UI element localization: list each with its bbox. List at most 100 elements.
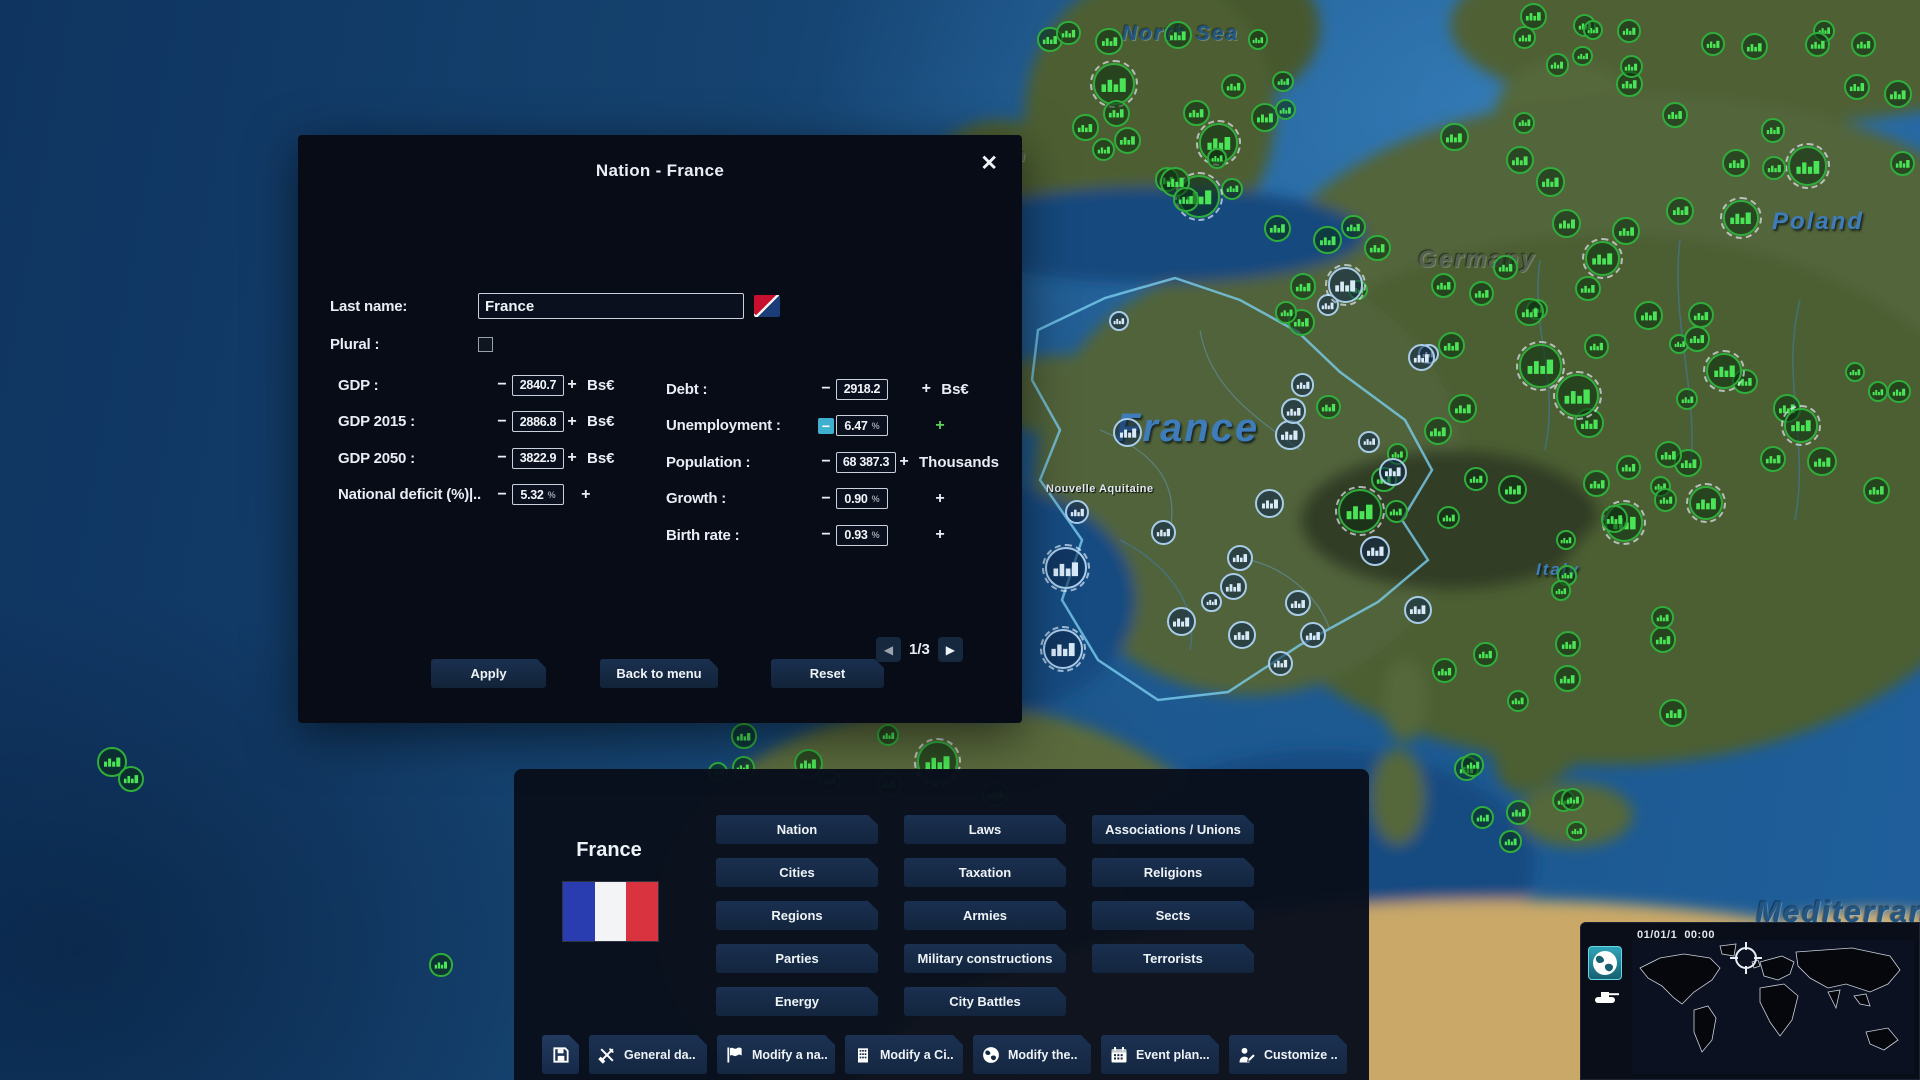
decrease-button[interactable]: − — [818, 417, 834, 434]
increase-button[interactable]: + — [896, 454, 912, 470]
city-icon[interactable] — [1616, 19, 1641, 43]
apply-button[interactable]: Apply — [431, 659, 546, 688]
city-icon[interactable] — [1280, 398, 1307, 424]
city-icon[interactable] — [1662, 101, 1689, 128]
city-icon[interactable] — [1255, 489, 1285, 519]
city-icon[interactable] — [1655, 440, 1683, 469]
city-icon[interactable] — [1290, 373, 1315, 398]
city-icon[interactable] — [1759, 445, 1787, 473]
city-icon[interactable] — [1166, 606, 1196, 636]
value-box[interactable]: 2840.7 — [512, 374, 564, 396]
value-box[interactable]: 2886.8 — [512, 411, 564, 433]
city-icon[interactable] — [1722, 149, 1751, 178]
increase-button[interactable]: + — [932, 490, 948, 507]
city-icon[interactable] — [1883, 79, 1913, 109]
city-icon[interactable] — [1363, 234, 1391, 262]
city-icon[interactable] — [1566, 820, 1587, 841]
city-icon[interactable] — [1221, 74, 1247, 100]
city-icon[interactable] — [1221, 177, 1244, 200]
city-icon[interactable] — [1867, 381, 1889, 402]
menu-button-cities[interactable]: Cities — [716, 858, 878, 887]
city-icon[interactable] — [1550, 580, 1572, 601]
city-icon[interactable] — [1182, 99, 1210, 127]
city-icon[interactable] — [1616, 454, 1642, 480]
city-icon[interactable] — [1341, 215, 1366, 240]
city-icon[interactable] — [1515, 297, 1544, 327]
city-icon[interactable] — [1553, 665, 1581, 693]
city-icon[interactable] — [1649, 626, 1677, 653]
decrease-button[interactable]: − — [494, 486, 510, 503]
menu-button-armies[interactable]: Armies — [904, 901, 1066, 930]
city-icon[interactable] — [1264, 214, 1292, 242]
city-icon[interactable] — [1506, 689, 1530, 713]
menu-button-city-battles[interactable]: City Battles — [904, 987, 1066, 1016]
menu-button-parties[interactable]: Parties — [716, 944, 878, 973]
increase-button[interactable]: + — [918, 381, 934, 397]
city-icon[interactable] — [1582, 19, 1604, 41]
city-icon[interactable] — [1300, 622, 1327, 649]
toolbar-button-customize[interactable]: Customize .. — [1229, 1035, 1347, 1074]
city-icon[interactable] — [1360, 535, 1391, 566]
prev-page-button[interactable]: ◀ — [876, 637, 901, 662]
city-icon[interactable] — [1272, 70, 1294, 93]
city-icon[interactable] — [1403, 595, 1432, 624]
city-icon[interactable] — [1535, 166, 1566, 197]
city-icon[interactable] — [1041, 544, 1091, 593]
reset-button[interactable]: Reset — [771, 659, 884, 688]
city-icon[interactable] — [1358, 430, 1380, 453]
city-icon[interactable] — [1095, 27, 1124, 56]
city-icon[interactable] — [1561, 788, 1585, 812]
city-icon[interactable] — [1513, 26, 1537, 50]
city-icon[interactable] — [1684, 325, 1711, 353]
menu-button-sects[interactable]: Sects — [1092, 901, 1254, 930]
city-icon[interactable] — [1499, 830, 1522, 853]
city-icon[interactable] — [1463, 466, 1488, 491]
city-icon[interactable] — [1439, 122, 1469, 152]
city-icon[interactable] — [1780, 405, 1822, 446]
city-icon[interactable] — [1150, 519, 1176, 545]
menu-button-terrorists[interactable]: Terrorists — [1092, 944, 1254, 973]
city-icon[interactable] — [1741, 33, 1768, 61]
city-icon[interactable] — [1324, 264, 1367, 306]
city-icon[interactable] — [1334, 486, 1386, 537]
city-icon[interactable] — [1089, 60, 1138, 109]
city-icon[interactable] — [1247, 29, 1268, 50]
city-icon[interactable] — [1437, 505, 1460, 529]
city-icon[interactable] — [1092, 137, 1116, 161]
decrease-button[interactable]: − — [494, 450, 510, 466]
city-icon[interactable] — [1163, 20, 1193, 50]
globe-mode-icon[interactable] — [1588, 946, 1622, 980]
city-icon[interactable] — [1515, 340, 1566, 391]
city-icon[interactable] — [1285, 590, 1312, 617]
city-icon[interactable] — [1267, 650, 1293, 676]
city-icon[interactable] — [1555, 631, 1582, 657]
city-icon[interactable] — [1581, 237, 1623, 279]
city-icon[interactable] — [1274, 419, 1305, 450]
city-icon[interactable] — [1887, 380, 1911, 404]
city-icon[interactable] — [1206, 147, 1228, 169]
city-icon[interactable] — [1619, 55, 1643, 79]
city-icon[interactable] — [1889, 151, 1915, 177]
city-icon[interactable] — [1575, 275, 1601, 301]
back-to-menu-button[interactable]: Back to menu — [600, 659, 718, 688]
decrease-button[interactable]: − — [818, 527, 834, 543]
city-icon[interactable] — [1407, 343, 1435, 372]
value-box[interactable]: 2918.2 — [836, 378, 888, 400]
city-icon[interactable] — [1227, 544, 1254, 571]
menu-button-nation[interactable]: Nation — [716, 815, 878, 844]
city-icon[interactable] — [117, 765, 145, 793]
city-icon[interactable] — [1552, 209, 1582, 239]
city-icon[interactable] — [1700, 32, 1725, 57]
decrease-button[interactable]: − — [494, 413, 510, 430]
value-box[interactable]: 0.90% — [836, 488, 888, 510]
city-icon[interactable] — [1844, 361, 1866, 383]
city-icon[interactable] — [1113, 417, 1143, 448]
value-box[interactable]: 0.93% — [836, 524, 888, 546]
increase-button[interactable]: + — [564, 450, 580, 466]
language-flags-icon[interactable] — [754, 295, 780, 317]
city-icon[interactable] — [1498, 475, 1527, 505]
tank-mode-icon[interactable] — [1593, 987, 1621, 1005]
decrease-button[interactable]: − — [818, 454, 834, 470]
city-icon[interactable] — [1313, 225, 1342, 255]
toolbar-button-save[interactable] — [542, 1035, 579, 1074]
